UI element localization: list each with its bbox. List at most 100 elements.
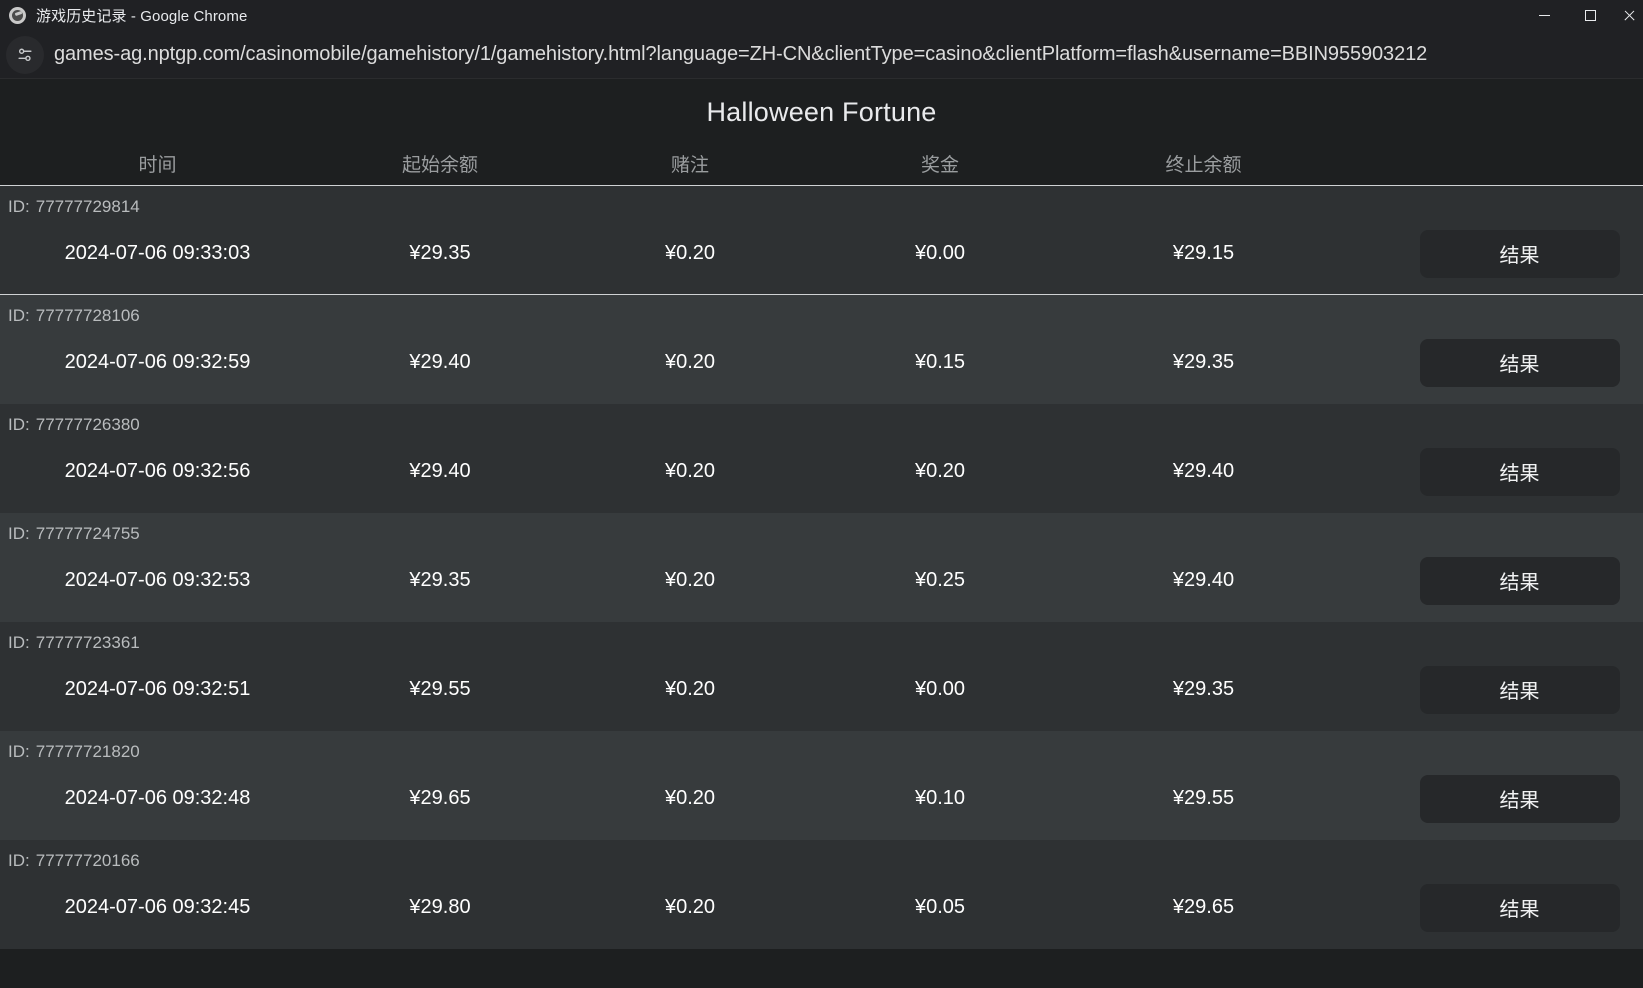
cell-win: ¥0.25 — [914, 569, 966, 591]
row-id-value: 77777723361 — [35, 633, 140, 652]
cell-action: 结果 — [1342, 883, 1643, 932]
cell-start-balance: ¥29.35 — [409, 569, 471, 591]
maximize-button[interactable] — [1567, 0, 1613, 31]
cell-time: 2024-07-06 09:32:48 — [64, 787, 251, 809]
cell-time: 2024-07-06 09:32:56 — [64, 460, 251, 482]
close-icon — [1623, 10, 1634, 21]
cell-win: ¥0.05 — [914, 896, 966, 918]
cell-time: 2024-07-06 09:33:03 — [64, 242, 251, 264]
table-header-row: 时间 起始余额 赌注 奖金 终止余额 — [0, 141, 1643, 186]
row-id: ID: 77777726380 — [8, 415, 140, 435]
row-id-label: ID: — [8, 415, 30, 434]
cell-bet: ¥0.20 — [664, 351, 716, 373]
cell-time: 2024-07-06 09:32:53 — [64, 569, 251, 591]
result-button[interactable]: 结果 — [1419, 229, 1620, 278]
result-button[interactable]: 结果 — [1419, 883, 1620, 932]
result-button[interactable]: 结果 — [1419, 447, 1620, 496]
table-row[interactable]: ID: 77777724755 2024-07-06 09:32:53 ¥29.3… — [0, 513, 1643, 622]
window-title: 游戏历史记录 - Google Chrome — [36, 8, 248, 25]
cell-time: 2024-07-06 09:32:59 — [64, 351, 251, 373]
cell-action: 结果 — [1342, 556, 1643, 605]
cell-end-balance: ¥29.15 — [1172, 242, 1235, 264]
page-title: Halloween Fortune — [706, 97, 937, 127]
row-id-value: 77777724755 — [35, 524, 140, 543]
cell-bet: ¥0.20 — [664, 242, 716, 264]
cell-win: ¥0.00 — [914, 678, 966, 700]
tune-icon[interactable] — [6, 35, 44, 74]
cell-end-balance: ¥29.35 — [1172, 678, 1235, 700]
cell-start-balance: ¥29.55 — [409, 678, 471, 700]
result-button[interactable]: 结果 — [1419, 338, 1620, 387]
row-id-label: ID: — [8, 851, 30, 870]
cell-win: ¥0.20 — [914, 460, 966, 482]
column-header-bet: 赌注 — [670, 154, 709, 176]
cell-action: 结果 — [1342, 447, 1643, 496]
table-row[interactable]: ID: 77777726380 2024-07-06 09:32:56 ¥29.4… — [0, 404, 1643, 513]
cell-action: 结果 — [1342, 665, 1643, 714]
row-id-value: 77777720166 — [35, 851, 140, 870]
column-header-time: 时间 — [138, 154, 177, 176]
column-header-end-balance: 终止余额 — [1165, 154, 1242, 176]
cell-bet: ¥0.20 — [664, 569, 716, 591]
address-bar[interactable]: games-ag.nptgp.com/casinomobile/gamehist… — [0, 31, 1643, 79]
window-controls — [1521, 0, 1643, 31]
result-button[interactable]: 结果 — [1419, 665, 1620, 714]
cell-start-balance: ¥29.80 — [409, 896, 471, 918]
cell-start-balance: ¥29.65 — [409, 787, 471, 809]
cell-start-balance: ¥29.40 — [409, 351, 471, 373]
row-id: ID: 77777721820 — [8, 742, 140, 762]
row-id-value: 77777729814 — [35, 197, 140, 216]
close-button[interactable] — [1613, 0, 1643, 31]
row-id-value: 77777728106 — [35, 306, 140, 325]
cell-bet: ¥0.20 — [664, 787, 716, 809]
page-content: Halloween Fortune 时间 起始余额 赌注 奖金 终止余额 ID:… — [0, 79, 1643, 988]
cell-start-balance: ¥29.40 — [409, 460, 471, 482]
row-id-value: 77777726380 — [35, 415, 140, 434]
cell-win: ¥0.00 — [914, 242, 966, 264]
cell-action: 结果 — [1342, 338, 1643, 387]
cell-win: ¥0.15 — [914, 351, 966, 373]
cell-bet: ¥0.20 — [664, 896, 716, 918]
game-history-table: 时间 起始余额 赌注 奖金 终止余额 ID: 77777729814 2024-0… — [0, 141, 1643, 949]
result-button[interactable]: 结果 — [1419, 556, 1620, 605]
cell-time: 2024-07-06 09:32:45 — [64, 896, 251, 918]
column-header-start-balance: 起始余额 — [401, 154, 478, 176]
cell-start-balance: ¥29.35 — [409, 242, 471, 264]
cell-time: 2024-07-06 09:32:51 — [64, 678, 251, 700]
cell-end-balance: ¥29.55 — [1172, 787, 1235, 809]
row-id-label: ID: — [8, 742, 30, 761]
column-header-win: 奖金 — [920, 154, 959, 176]
row-id-value: 77777721820 — [35, 742, 140, 761]
cell-action: 结果 — [1342, 774, 1643, 823]
row-id: ID: 77777729814 — [8, 197, 140, 217]
row-id: ID: 77777723361 — [8, 633, 140, 653]
row-id-label: ID: — [8, 524, 30, 543]
cell-action: 结果 — [1342, 229, 1643, 278]
row-id-label: ID: — [8, 306, 30, 325]
table-row[interactable]: ID: 77777720166 2024-07-06 09:32:45 ¥29.8… — [0, 840, 1643, 949]
row-id: ID: 77777728106 — [8, 306, 140, 326]
minimize-icon — [1538, 15, 1550, 16]
url-text[interactable]: games-ag.nptgp.com/casinomobile/gamehist… — [54, 43, 1428, 65]
row-id: ID: 77777724755 — [8, 524, 140, 544]
cell-end-balance: ¥29.65 — [1172, 896, 1235, 918]
table-row[interactable]: ID: 77777728106 2024-07-06 09:32:59 ¥29.4… — [0, 295, 1643, 404]
row-id-label: ID: — [8, 197, 30, 216]
globe-icon — [9, 7, 26, 24]
cell-win: ¥0.10 — [914, 787, 966, 809]
cell-end-balance: ¥29.40 — [1172, 460, 1235, 482]
table-row[interactable]: ID: 77777723361 2024-07-06 09:32:51 ¥29.5… — [0, 622, 1643, 731]
cell-bet: ¥0.20 — [664, 460, 716, 482]
result-button[interactable]: 结果 — [1419, 774, 1620, 823]
table-row[interactable]: ID: 77777729814 2024-07-06 09:33:03 ¥29.3… — [0, 186, 1643, 295]
row-id: ID: 77777720166 — [8, 851, 140, 871]
maximize-icon — [1584, 10, 1596, 21]
minimize-button[interactable] — [1521, 0, 1567, 31]
cell-end-balance: ¥29.35 — [1172, 351, 1235, 373]
window-titlebar: 游戏历史记录 - Google Chrome — [0, 0, 1643, 31]
cell-bet: ¥0.20 — [664, 678, 716, 700]
cell-end-balance: ¥29.40 — [1172, 569, 1235, 591]
table-row[interactable]: ID: 77777721820 2024-07-06 09:32:48 ¥29.6… — [0, 731, 1643, 840]
row-id-label: ID: — [8, 633, 30, 652]
